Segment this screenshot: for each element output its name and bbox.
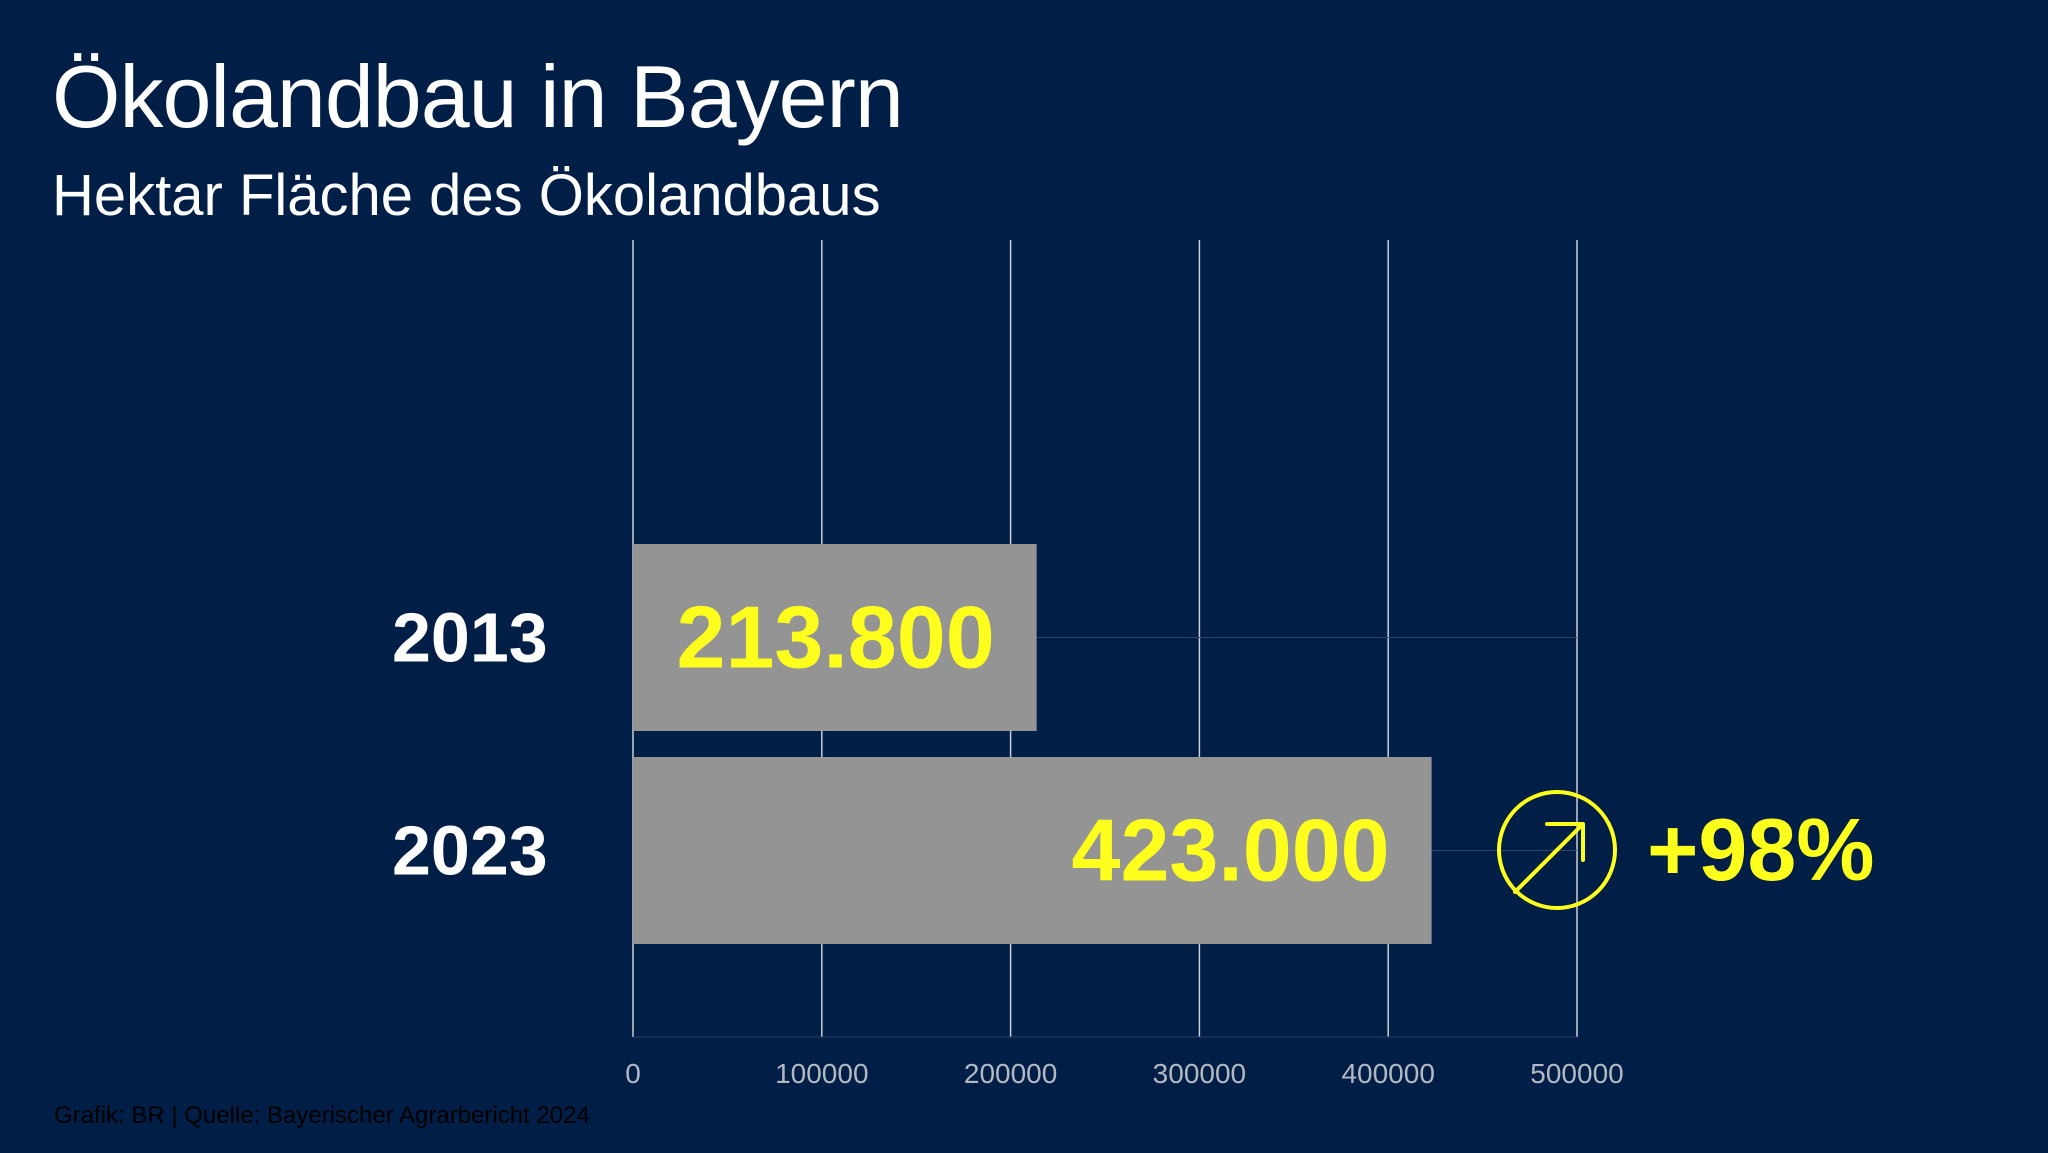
- bar-2013: [633, 544, 1037, 731]
- chart-subtitle: Hektar Fläche des Ökolandbaus: [52, 163, 881, 228]
- labels: 213.800 2013 423.000 2023: [392, 588, 1390, 900]
- tick-label-400000: 400000: [1341, 1058, 1434, 1089]
- value-label-2023: 423.000: [1072, 801, 1390, 900]
- x-axis-ticks: 0 100000 200000 300000 400000 500000: [625, 1058, 1624, 1089]
- arrow-icon-circle: [1497, 790, 1617, 910]
- chart-title: Ökolandbau in Bayern: [52, 47, 904, 146]
- tick-label-200000: 200000: [964, 1058, 1057, 1089]
- growth-percent-label: +98%: [1647, 800, 1875, 899]
- arrow-icon-head: [1545, 822, 1585, 862]
- growth-annotation: +98%: [1497, 790, 1875, 910]
- arrow-icon-shaft: [1513, 824, 1583, 894]
- category-label-2023: 2023: [392, 812, 548, 890]
- arrow-up-right-circle-icon: [1497, 790, 1617, 910]
- tick-label-0: 0: [625, 1058, 641, 1089]
- tick-label-500000: 500000: [1530, 1058, 1623, 1089]
- bars: [633, 544, 1577, 944]
- bar-2023: [633, 757, 1432, 944]
- source-note: Grafik: BR | Quelle: Bayerischer Agrarbe…: [54, 1102, 590, 1129]
- value-label-2013: 213.800: [677, 588, 995, 687]
- tick-label-100000: 100000: [775, 1058, 868, 1089]
- category-label-2013: 2013: [392, 599, 548, 677]
- tick-label-300000: 300000: [1153, 1058, 1246, 1089]
